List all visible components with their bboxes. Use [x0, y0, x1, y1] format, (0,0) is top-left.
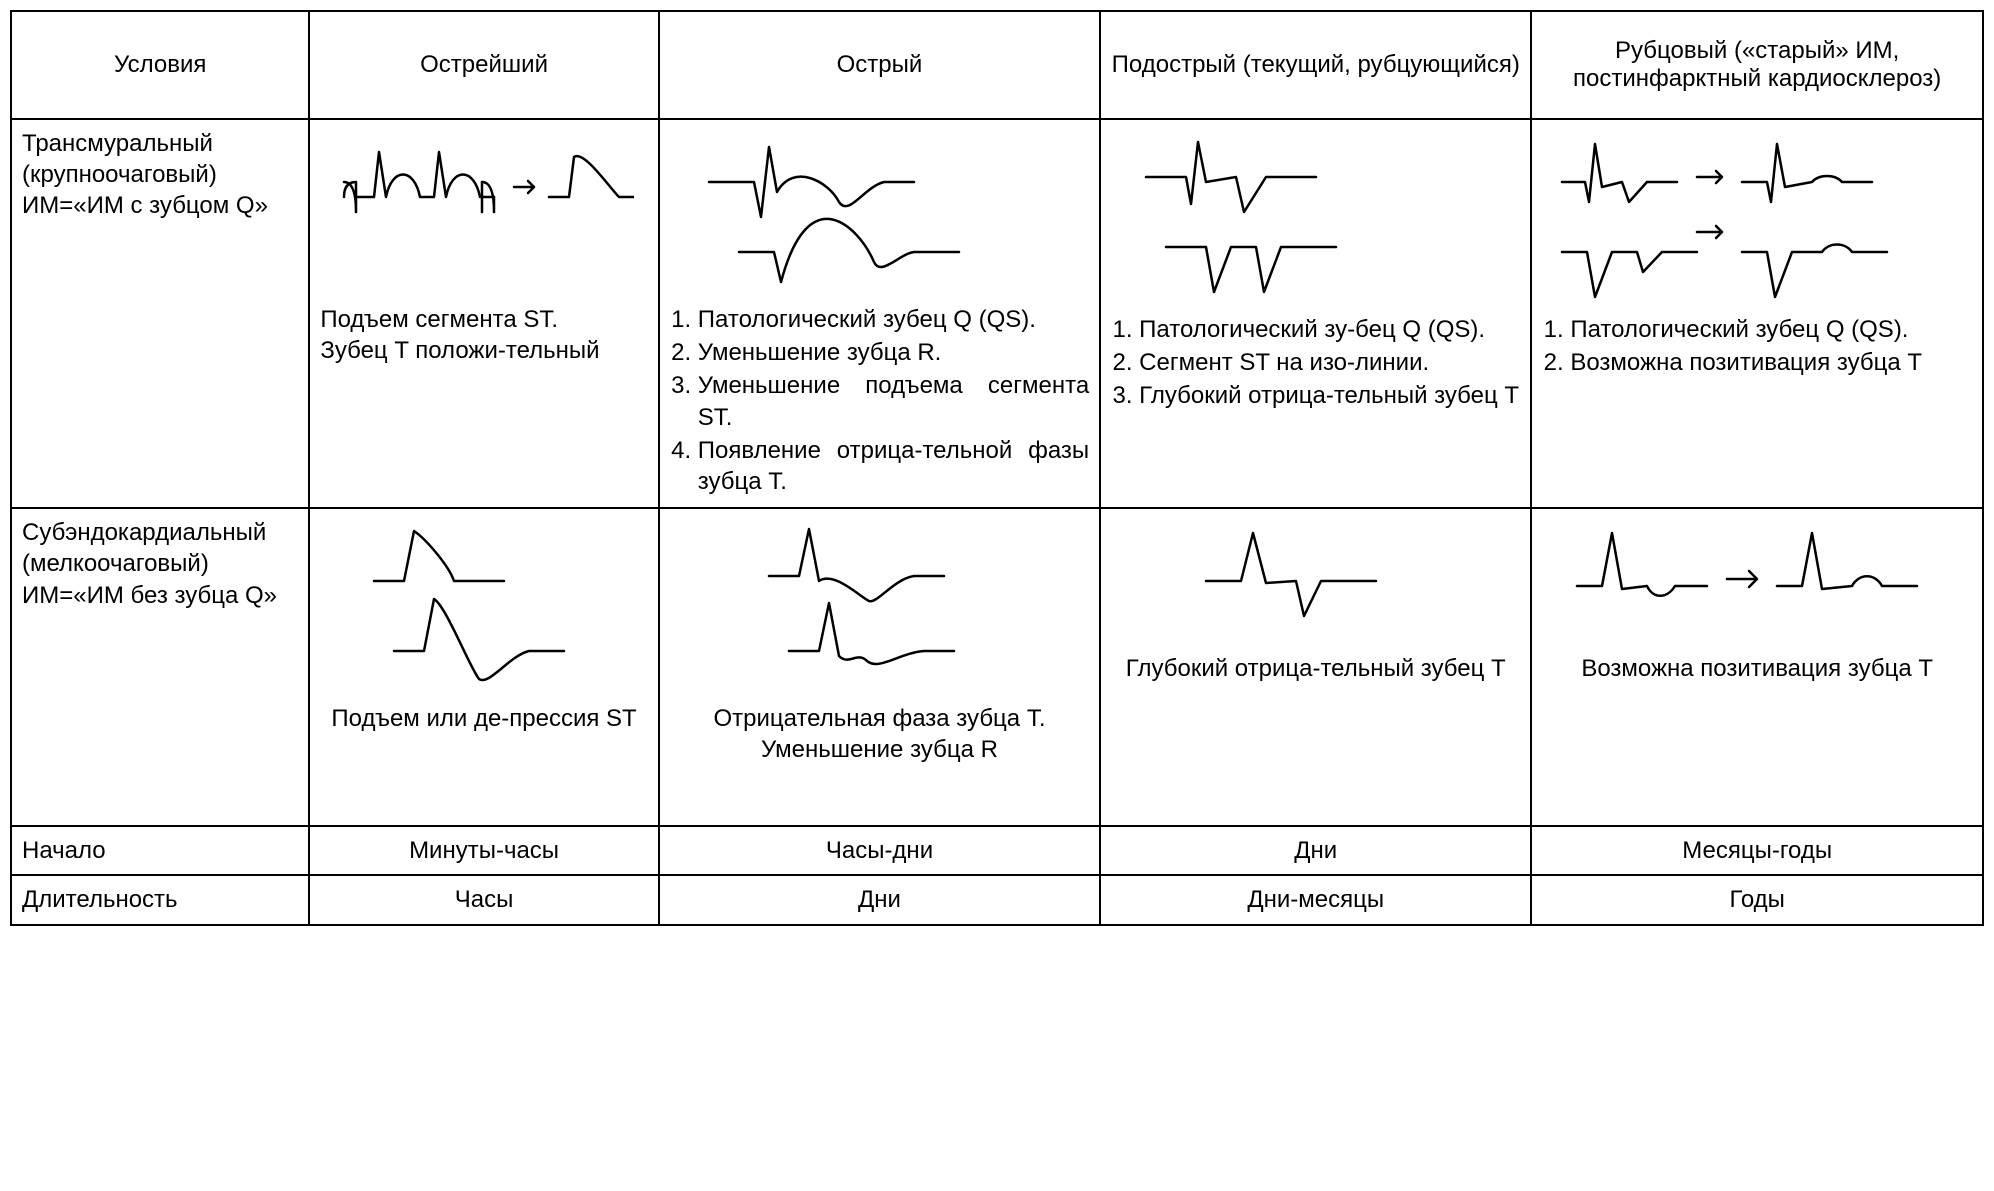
list-item: Возможна позитивация зубца T — [1570, 347, 1972, 378]
label-transmural: Трансмуральный (крупноочаговый) ИМ=«ИМ с… — [11, 119, 309, 508]
cell-transmural-acute: Патологический зубец Q (QS).Уменьшение з… — [659, 119, 1100, 508]
ecg-transmural-scar-icon — [1557, 132, 1957, 302]
header-scar: Рубцовый («старый» ИМ, постинфарктный ка… — [1531, 11, 1983, 119]
list-item: Патологический зубец Q (QS). — [698, 304, 1089, 335]
ecg-transmural-acute-icon — [699, 132, 1059, 292]
desc-subendo-scar: Возможна позитивация зубца T — [1542, 653, 1972, 684]
ecg-subendo-hyperacute-icon — [354, 521, 614, 691]
header-row: Условия Острейший Острый Подострый (теку… — [11, 11, 1983, 119]
ecg-transmural-hyperacute-icon — [334, 132, 634, 292]
label-onset: Начало — [11, 826, 309, 875]
list-item: Патологический зу-бец Q (QS). — [1139, 314, 1520, 345]
duration-1: Дни — [659, 875, 1100, 924]
row-duration: Длительность Часы Дни Дни-месяцы Годы — [11, 875, 1983, 924]
cell-subendo-scar: Возможна позитивация зубца T — [1531, 508, 1983, 826]
label-duration: Длительность — [11, 875, 309, 924]
desc-transmural-scar: Патологический зубец Q (QS).Возможна поз… — [1542, 314, 1972, 378]
header-acute: Острый — [659, 11, 1100, 119]
desc-transmural-subacute: Патологический зу-бец Q (QS).Сегмент ST … — [1111, 314, 1520, 412]
ecg-subendo-subacute-icon — [1186, 521, 1446, 641]
list-item: Уменьшение зубца R. — [698, 337, 1089, 368]
row-onset: Начало Минуты-часы Часы-дни Дни Месяцы-г… — [11, 826, 1983, 875]
ecg-subendo-acute-icon — [749, 521, 1009, 691]
row-subendo: Субэндокардиальный (мелкоочаговый) ИМ=«И… — [11, 508, 1983, 826]
desc-subendo-acute: Отрицательная фаза зубца T.Уменьшение зу… — [670, 703, 1089, 765]
cell-subendo-subacute: Глубокий отрица-тельный зубец T — [1100, 508, 1531, 826]
duration-3: Годы — [1531, 875, 1983, 924]
cell-subendo-hyperacute: Подъем или де-прессия ST — [309, 508, 658, 826]
list-item: Появление отрица-тельной фазы зубца T. — [698, 435, 1089, 497]
desc-transmural-acute: Патологический зубец Q (QS).Уменьшение з… — [670, 304, 1089, 497]
row-transmural: Трансмуральный (крупноочаговый) ИМ=«ИМ с… — [11, 119, 1983, 508]
header-hyperacute: Острейший — [309, 11, 658, 119]
desc-subendo-subacute: Глубокий отрица-тельный зубец T — [1111, 653, 1520, 684]
list-item: Патологический зубец Q (QS). — [1570, 314, 1972, 345]
list-item: Глубокий отрица-тельный зубец T — [1139, 380, 1520, 411]
cell-transmural-scar: Патологический зубец Q (QS).Возможна поз… — [1531, 119, 1983, 508]
duration-2: Дни-месяцы — [1100, 875, 1531, 924]
cell-transmural-hyperacute: Подъем сегмента ST.Зубец T положи-тельны… — [309, 119, 658, 508]
duration-0: Часы — [309, 875, 658, 924]
onset-0: Минуты-часы — [309, 826, 658, 875]
header-conditions: Условия — [11, 11, 309, 119]
cell-subendo-acute: Отрицательная фаза зубца T.Уменьшение зу… — [659, 508, 1100, 826]
list-item: Уменьшение подъема сегмента ST. — [698, 370, 1089, 432]
list-item: Сегмент ST на изо-линии. — [1139, 347, 1520, 378]
desc-subendo-hyperacute: Подъем или де-прессия ST — [320, 703, 647, 734]
ecg-transmural-subacute-icon — [1136, 132, 1496, 302]
label-subendo: Субэндокардиальный (мелкоочаговый) ИМ=«И… — [11, 508, 309, 826]
cell-transmural-subacute: Патологический зу-бец Q (QS).Сегмент ST … — [1100, 119, 1531, 508]
header-subacute: Подострый (текущий, рубцующийся) — [1100, 11, 1531, 119]
ecg-subendo-scar-icon — [1567, 521, 1947, 641]
mi-stages-table: Условия Острейший Острый Подострый (теку… — [10, 10, 1984, 926]
onset-1: Часы-дни — [659, 826, 1100, 875]
desc-transmural-hyperacute: Подъем сегмента ST.Зубец T положи-тельны… — [320, 304, 647, 366]
onset-2: Дни — [1100, 826, 1531, 875]
onset-3: Месяцы-годы — [1531, 826, 1983, 875]
